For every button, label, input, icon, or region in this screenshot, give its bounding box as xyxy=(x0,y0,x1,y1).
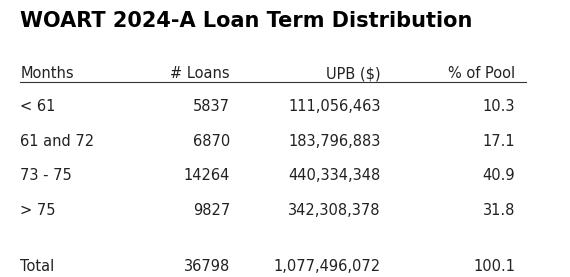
Text: 31.8: 31.8 xyxy=(483,202,515,217)
Text: 9827: 9827 xyxy=(193,202,230,217)
Text: 440,334,348: 440,334,348 xyxy=(288,168,381,183)
Text: 17.1: 17.1 xyxy=(482,134,515,149)
Text: 342,308,378: 342,308,378 xyxy=(288,202,381,217)
Text: 183,796,883: 183,796,883 xyxy=(288,134,381,149)
Text: > 75: > 75 xyxy=(21,202,56,217)
Text: Total: Total xyxy=(21,259,55,274)
Text: WOART 2024-A Loan Term Distribution: WOART 2024-A Loan Term Distribution xyxy=(21,11,473,31)
Text: < 61: < 61 xyxy=(21,99,56,114)
Text: 73 - 75: 73 - 75 xyxy=(21,168,72,183)
Text: Months: Months xyxy=(21,66,74,81)
Text: 100.1: 100.1 xyxy=(473,259,515,274)
Text: 61 and 72: 61 and 72 xyxy=(21,134,95,149)
Text: 111,056,463: 111,056,463 xyxy=(288,99,381,114)
Text: % of Pool: % of Pool xyxy=(448,66,515,81)
Text: # Loans: # Loans xyxy=(170,66,230,81)
Text: 40.9: 40.9 xyxy=(482,168,515,183)
Text: 6870: 6870 xyxy=(193,134,230,149)
Text: 5837: 5837 xyxy=(193,99,230,114)
Text: 10.3: 10.3 xyxy=(483,99,515,114)
Text: 14264: 14264 xyxy=(184,168,230,183)
Text: UPB ($): UPB ($) xyxy=(326,66,381,81)
Text: 36798: 36798 xyxy=(184,259,230,274)
Text: 1,077,496,072: 1,077,496,072 xyxy=(274,259,381,274)
